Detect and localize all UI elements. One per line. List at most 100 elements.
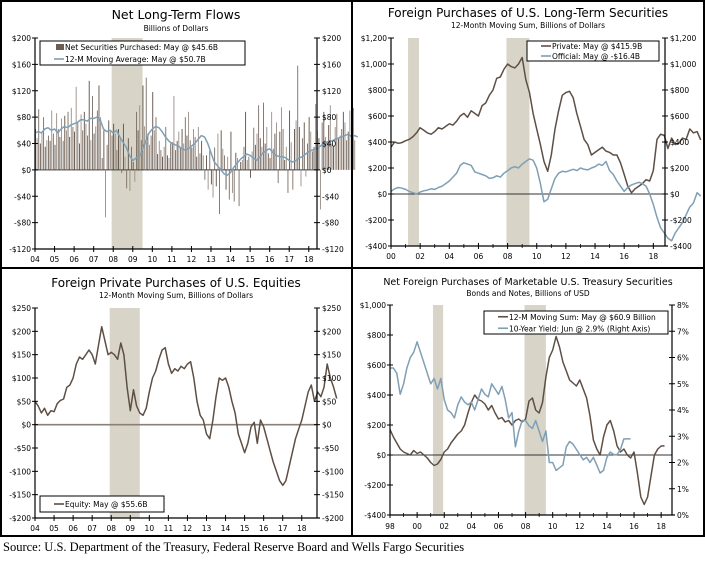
legend-box — [483, 310, 669, 335]
x-tick-label: 06 — [68, 524, 78, 533]
bar — [106, 144, 108, 170]
x-tick-label: 17 — [284, 255, 294, 264]
x-tick-label: 07 — [89, 255, 99, 264]
bar — [178, 131, 180, 170]
x-tick-label: 18 — [304, 255, 314, 264]
bar — [303, 122, 305, 170]
bar — [46, 140, 48, 170]
y-tick-label: -$40 — [14, 192, 31, 201]
bar — [157, 154, 159, 170]
bar — [264, 143, 266, 170]
bar — [287, 169, 289, 193]
bar — [339, 135, 341, 170]
bar — [337, 138, 339, 170]
right-y-tick-label: $100 — [322, 374, 341, 383]
x-tick-label: 07 — [87, 524, 97, 533]
x-tick-label: 02 — [415, 252, 425, 261]
bar — [51, 110, 53, 170]
bar — [294, 128, 295, 170]
x-tick-label: 16 — [259, 524, 269, 533]
bar — [302, 138, 304, 170]
bar — [145, 77, 147, 170]
x-tick-label: 08 — [106, 524, 116, 533]
x-tick-label: 06 — [494, 522, 504, 531]
chart-foreign-private-equities: Foreign Private Purchases of U.S. Equiti… — [9, 276, 344, 533]
x-tick-label: 05 — [50, 255, 60, 264]
bar — [189, 140, 191, 170]
x-tick-label: 04 — [467, 522, 477, 531]
right-y-tick-label: 1% — [677, 485, 689, 494]
bar — [155, 117, 157, 170]
series-line-equity — [34, 325, 338, 487]
recession-band — [506, 38, 530, 246]
bar — [165, 127, 167, 170]
right-y-tick-label: 5% — [677, 380, 689, 389]
x-tick-label: 14 — [226, 255, 236, 264]
legend-box — [526, 40, 660, 62]
y-tick-label: $1,200 — [361, 34, 387, 43]
x-tick-label: 18 — [649, 252, 659, 261]
bar — [184, 117, 186, 170]
bar — [342, 111, 344, 170]
y-tick-label: $1,000 — [360, 301, 386, 310]
bar — [186, 135, 188, 170]
bar — [328, 125, 330, 170]
x-tick-label: 98 — [385, 522, 395, 531]
bar — [324, 136, 326, 170]
bar — [95, 126, 97, 170]
y-tick-label: $100 — [12, 374, 31, 383]
bar — [183, 143, 185, 170]
bar — [122, 123, 124, 170]
right-y-tick-label: -$200 — [322, 514, 344, 523]
bar — [274, 133, 276, 170]
bar — [313, 146, 315, 170]
right-y-tick-label: 7% — [677, 327, 689, 336]
legend-entry: Net Securities Purchased: May @ $45.6B — [65, 43, 218, 52]
bar — [215, 169, 217, 187]
x-tick-label: 13 — [202, 524, 212, 533]
y-tick-label: -$400 — [365, 242, 387, 251]
bar — [137, 130, 139, 170]
bar — [56, 113, 58, 170]
x-tick-label: 11 — [167, 255, 177, 264]
x-tick-label: 08 — [521, 522, 531, 531]
bar — [230, 131, 232, 170]
x-tick-label: 09 — [125, 524, 135, 533]
bar — [305, 169, 307, 177]
bar — [311, 151, 313, 170]
bar — [179, 146, 181, 170]
bar — [279, 131, 281, 170]
bar — [235, 152, 237, 170]
right-y-tick-label: $0 — [322, 166, 332, 175]
bar — [297, 65, 299, 170]
right-y-tick-label: -$100 — [322, 467, 344, 476]
bar — [225, 169, 227, 190]
bar — [168, 158, 170, 170]
y-tick-label: $600 — [367, 361, 386, 370]
right-y-tick-label: 2% — [677, 459, 689, 468]
bar — [188, 111, 190, 170]
bar — [166, 155, 168, 170]
bar — [59, 136, 61, 170]
bar — [54, 144, 56, 170]
x-tick-label: 00 — [386, 252, 396, 261]
bar — [193, 128, 194, 170]
series-line-private — [390, 56, 702, 194]
bar — [52, 133, 54, 170]
legend-swatch — [56, 44, 64, 50]
bar — [70, 107, 72, 170]
x-tick-label: 15 — [245, 255, 255, 264]
bar — [341, 128, 343, 170]
bar — [261, 146, 263, 170]
bar — [67, 111, 69, 170]
right-y-tick-label: -$400 — [670, 242, 692, 251]
x-tick-label: 16 — [629, 522, 639, 531]
bar — [321, 122, 323, 170]
bar — [280, 107, 282, 170]
x-tick-label: 14 — [221, 524, 231, 533]
x-tick-label: 10 — [532, 252, 542, 261]
bar — [43, 117, 45, 170]
bar — [100, 117, 102, 170]
bar — [354, 140, 356, 170]
y-tick-label: $0 — [21, 421, 31, 430]
